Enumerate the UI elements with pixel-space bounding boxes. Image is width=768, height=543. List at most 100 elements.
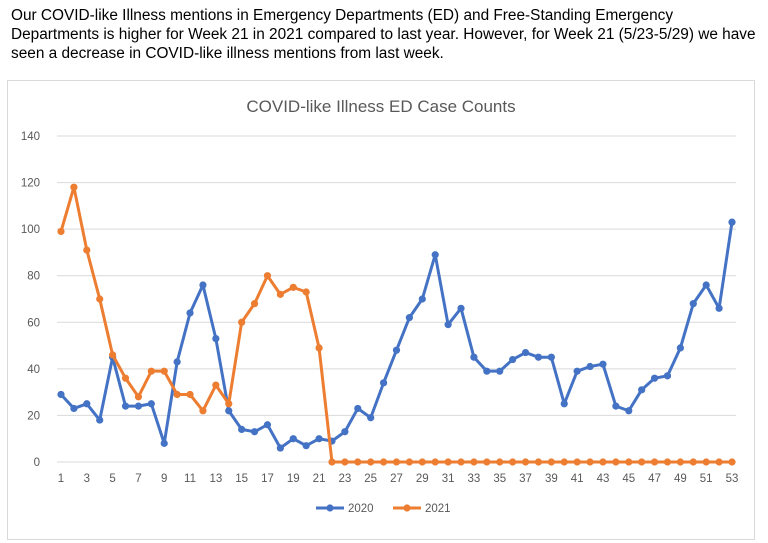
x-tick-label: 37 <box>519 473 532 485</box>
data-point <box>676 344 684 352</box>
x-tick-label: 7 <box>135 473 141 485</box>
legend-marker <box>403 504 411 512</box>
data-point <box>650 458 659 466</box>
series-line-2020 <box>59 220 734 450</box>
data-point <box>302 442 310 450</box>
x-tick-label: 27 <box>390 473 403 485</box>
data-point <box>250 428 259 436</box>
data-point <box>392 458 401 466</box>
gridlines <box>57 135 736 463</box>
data-point <box>147 400 155 408</box>
line-chart: COVID-like Illness ED Case Counts 0 20 40 6… <box>21 97 739 515</box>
data-point <box>405 314 414 322</box>
data-point <box>560 400 568 408</box>
data-point <box>379 458 388 466</box>
y-tick-label: 0 <box>34 457 40 469</box>
data-point <box>599 360 607 368</box>
x-tick-label: 31 <box>442 473 455 485</box>
data-point <box>689 458 697 466</box>
data-point <box>586 458 594 466</box>
data-point <box>276 290 284 298</box>
data-point <box>186 390 194 399</box>
x-tick-label: 49 <box>674 473 687 485</box>
x-tick-label: 17 <box>261 473 274 485</box>
data-point <box>134 393 143 401</box>
data-point <box>638 386 646 394</box>
data-point <box>418 458 426 466</box>
x-tick-label: 39 <box>545 473 558 485</box>
data-point <box>560 458 568 466</box>
data-point <box>663 458 672 466</box>
legend-label: 2020 <box>348 503 374 515</box>
data-point <box>57 227 65 236</box>
data-point <box>676 458 684 466</box>
data-point <box>147 367 155 375</box>
data-point <box>715 458 723 466</box>
data-point <box>70 183 78 191</box>
data-point <box>328 458 336 466</box>
data-point <box>509 355 517 364</box>
data-point <box>444 458 452 466</box>
legend-item-2020: 2020 <box>316 503 374 515</box>
x-tick-label: 41 <box>571 473 584 485</box>
x-tick-label: 43 <box>597 473 610 485</box>
data-point <box>121 402 130 410</box>
data-point <box>625 458 633 466</box>
data-point <box>379 379 388 387</box>
x-tick-label: 5 <box>109 473 115 485</box>
data-point <box>186 309 194 317</box>
data-point <box>612 458 620 466</box>
data-point <box>367 414 375 422</box>
series-2020 <box>57 218 736 452</box>
x-tick-label: 47 <box>648 473 661 485</box>
data-point <box>289 435 297 443</box>
data-point <box>547 458 555 466</box>
data-point <box>534 353 543 361</box>
data-point <box>289 283 297 291</box>
data-point <box>638 458 646 466</box>
data-point <box>405 458 414 466</box>
data-point <box>715 304 723 312</box>
data-point <box>276 444 284 452</box>
data-point <box>573 458 581 466</box>
data-point <box>96 416 104 424</box>
data-point <box>173 358 181 366</box>
data-point <box>509 458 517 466</box>
data-point <box>457 458 465 466</box>
data-point <box>315 435 323 443</box>
data-point <box>483 367 491 375</box>
x-tick-label: 51 <box>700 473 713 485</box>
data-point <box>728 218 736 226</box>
legend-label: 2021 <box>425 503 451 515</box>
x-tick-label: 21 <box>313 473 326 485</box>
x-tick-label: 45 <box>622 473 635 485</box>
data-point <box>650 374 659 382</box>
data-point <box>199 407 207 415</box>
x-tick-label: 35 <box>493 473 506 485</box>
data-point <box>70 404 78 413</box>
data-point <box>354 458 362 466</box>
y-tick-label: 140 <box>21 131 40 143</box>
x-tick-label: 19 <box>287 473 300 485</box>
data-point <box>212 381 220 389</box>
data-point <box>702 281 710 289</box>
data-point <box>263 272 272 280</box>
data-point <box>573 367 581 375</box>
x-axis-ticks: 1 3 5 7 9 11 13 15 17 19 21 23 25 27 29 31 33 35 37 39 41 43 4… <box>58 473 739 485</box>
data-point <box>728 458 736 466</box>
data-point <box>57 390 65 399</box>
data-point <box>599 458 607 466</box>
x-tick-label: 33 <box>468 473 481 485</box>
series-line-2021 <box>59 185 734 464</box>
intro-paragraph: Our COVID-like Illness mentions in Emerg… <box>11 7 756 62</box>
data-point <box>109 351 117 359</box>
legend-item-2021: 2021 <box>393 503 451 515</box>
data-point <box>354 404 362 413</box>
x-tick-label: 11 <box>184 473 196 485</box>
y-tick-label: 40 <box>27 364 40 376</box>
data-point <box>418 295 426 303</box>
data-point <box>586 362 594 371</box>
y-axis-ticks: 0 20 40 60 80 100 120 140 <box>21 131 40 469</box>
legend: 2020 2021 <box>316 503 451 515</box>
data-point <box>225 407 233 415</box>
